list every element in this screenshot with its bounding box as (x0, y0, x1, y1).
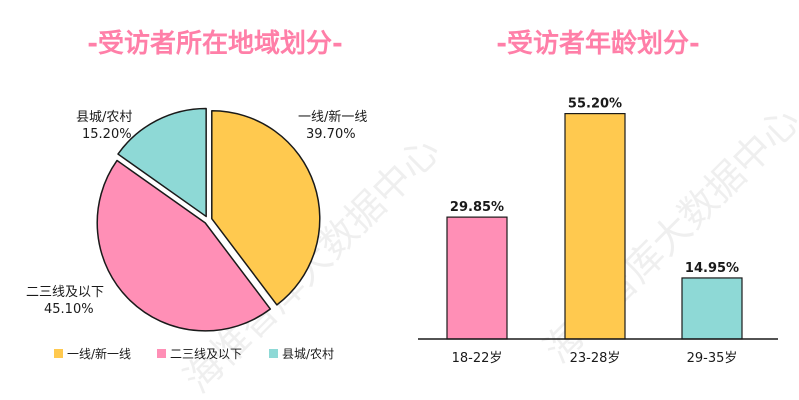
bar-18-22 (446, 216, 508, 340)
pie-label-value-tier2: 45.10% (44, 302, 94, 317)
bar-chart: 29.85% 55.20% 14.95% (446, 97, 743, 340)
pie-label-name-county: 县城/农村 (76, 110, 132, 125)
legend-swatch-tier2 (157, 349, 166, 358)
legend-label-county: 县城/农村 (282, 347, 334, 361)
bar-value-label-23-28: 55.20% (568, 97, 622, 112)
pie-label-value-tier1: 39.70% (306, 127, 356, 142)
pie-slice-tier2 (96, 159, 272, 332)
x-tick-label-18-22: 18-22岁 (452, 351, 503, 366)
legend-swatch-county (269, 349, 278, 358)
pie-slice-county (117, 107, 207, 218)
pie-chart-title: -受访者所在地域划分- (87, 28, 343, 59)
pie-slice-tier1 (211, 109, 321, 306)
x-tick-label-23-28: 23-28岁 (570, 351, 621, 366)
pie-label-value-county: 15.20% (82, 127, 132, 142)
x-tick-label-29-35: 29-35岁 (687, 351, 738, 366)
bar-23-28 (564, 112, 626, 340)
legend-label-tier1: 一线/新一线 (67, 346, 131, 361)
bar-chart-title: -受访者年龄划分- (496, 28, 700, 59)
pie-chart (96, 107, 321, 332)
pie-label-name-tier1: 一线/新一线 (298, 109, 367, 125)
legend-swatch-tier1 (54, 349, 63, 358)
bar-29-35 (681, 277, 743, 340)
pie-label-name-tier2: 二三线及以下 (26, 285, 104, 300)
bar-value-label-18-22: 29.85% (450, 200, 504, 215)
legend-label-tier2: 二三线及以下 (170, 347, 242, 361)
bar-value-label-29-35: 14.95% (685, 261, 739, 276)
